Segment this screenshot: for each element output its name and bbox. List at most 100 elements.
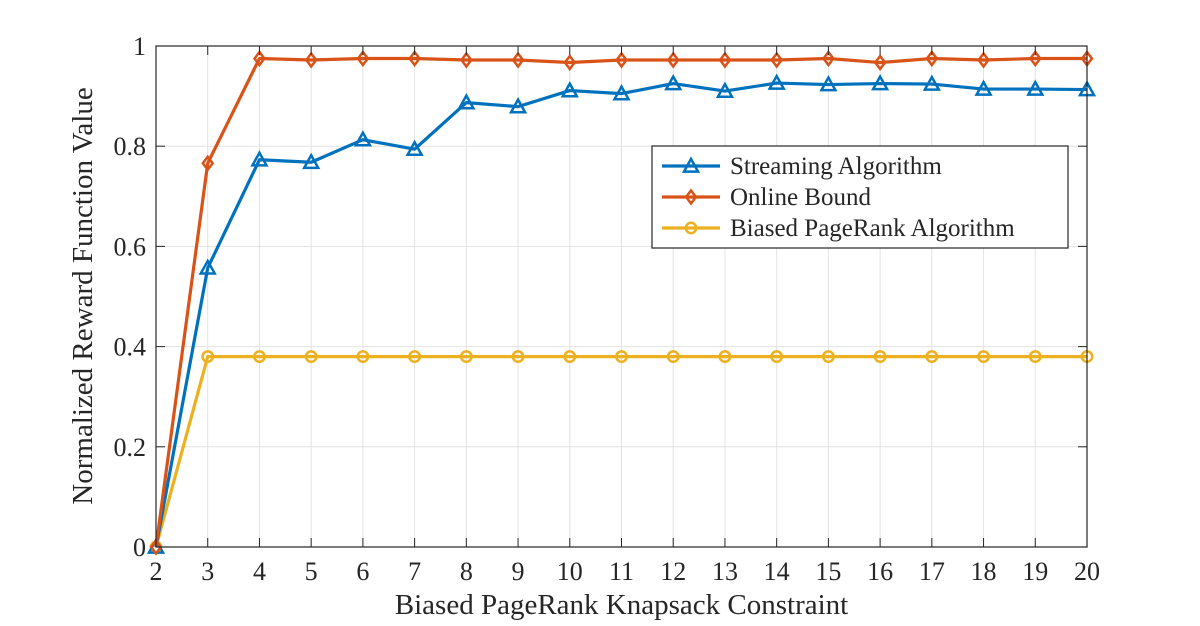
data-point-streaming-algorithm <box>715 81 735 98</box>
data-point-streaming-algorithm <box>819 75 838 92</box>
data-point-online-bound <box>873 53 887 72</box>
data-point-online-bound <box>563 53 577 72</box>
tick-marks <box>155 45 1088 548</box>
series-layer <box>146 49 1097 556</box>
data-point-streaming-algorithm <box>922 74 941 91</box>
legend-marker <box>684 188 698 206</box>
legend-label: Streaming Algorithm <box>730 153 942 180</box>
y-tick-labels: 0 0.2 0.4 0.6 0.8 1 <box>114 32 147 562</box>
x-tick-label: 15 <box>815 557 841 586</box>
x-tick-label: 16 <box>867 557 893 586</box>
data-point-biased-pagerank-algorithm <box>977 350 991 364</box>
x-tick-label: 17 <box>919 557 945 586</box>
data-point-biased-pagerank-algorithm <box>459 350 473 364</box>
data-point-biased-pagerank-algorithm <box>925 350 939 364</box>
data-point-biased-pagerank-algorithm <box>356 350 370 364</box>
data-point-online-bound <box>718 51 732 69</box>
data-point-streaming-algorithm <box>198 258 217 275</box>
series-online-bound <box>149 49 1094 556</box>
x-tick-label: 18 <box>971 557 997 586</box>
data-point-biased-pagerank-algorithm <box>718 350 732 364</box>
x-tick-label: 13 <box>712 557 738 586</box>
data-point-online-bound <box>821 49 835 68</box>
data-point-streaming-algorithm <box>353 130 373 147</box>
data-point-streaming-algorithm <box>457 93 476 110</box>
y-tick-label: 0.4 <box>114 333 147 362</box>
data-point-streaming-algorithm <box>405 139 424 157</box>
data-point-streaming-algorithm <box>767 73 786 90</box>
y-tick-label: 0.8 <box>114 132 147 161</box>
x-tick-label: 8 <box>460 557 473 586</box>
legend-item-biased-pagerank-algorithm: Biased PageRank Algorithm <box>662 215 1015 242</box>
data-point-biased-pagerank-algorithm <box>1028 350 1042 364</box>
data-point-biased-pagerank-algorithm <box>873 350 887 364</box>
data-point-online-bound <box>615 51 628 69</box>
data-point-streaming-algorithm <box>560 81 579 98</box>
data-point-biased-pagerank-algorithm <box>304 350 318 364</box>
x-tick-label: 10 <box>557 557 583 586</box>
x-tick-label: 9 <box>512 557 525 586</box>
series-line-online-bound <box>154 56 1087 548</box>
x-tick-label: 6 <box>356 557 369 586</box>
series-line-biased-pagerank-algorithm <box>154 355 1087 548</box>
data-point-online-bound <box>253 49 266 68</box>
legend-marker <box>684 221 698 235</box>
y-tick-label: 0.2 <box>114 433 147 462</box>
x-tick-label: 19 <box>1022 557 1048 586</box>
data-point-streaming-algorithm <box>664 74 683 91</box>
data-point-online-bound <box>356 49 370 68</box>
y-tick-label: 0.6 <box>114 232 147 261</box>
data-point-biased-pagerank-algorithm <box>666 350 680 364</box>
x-tick-label: 4 <box>253 557 266 586</box>
data-point-biased-pagerank-algorithm <box>201 350 215 364</box>
legend-box <box>651 145 1069 249</box>
data-point-online-bound <box>149 538 163 556</box>
y-axis-title: Normalized Reward Function Value <box>67 87 99 504</box>
data-point-online-bound <box>511 51 525 69</box>
data-point-online-bound <box>666 51 680 69</box>
data-point-online-bound <box>408 49 422 68</box>
data-point-streaming-algorithm <box>302 152 321 170</box>
data-point-streaming-algorithm <box>612 84 631 101</box>
series-biased-pagerank-algorithm <box>149 350 1094 554</box>
y-tick-label: 1 <box>133 32 146 61</box>
x-axis-title: Biased PageRank Knapsack Constraint <box>395 589 848 621</box>
data-point-online-bound <box>770 51 784 69</box>
legend-marker <box>681 156 701 173</box>
data-point-biased-pagerank-algorithm <box>252 350 266 364</box>
data-point-online-bound <box>925 49 939 68</box>
x-tick-label: 11 <box>609 557 634 586</box>
data-point-biased-pagerank-algorithm <box>615 350 628 364</box>
x-tick-label: 3 <box>201 557 214 586</box>
data-point-streaming-algorithm <box>974 79 993 96</box>
data-point-online-bound <box>1028 49 1042 68</box>
legend-item-online-bound: Online Bound <box>662 184 871 211</box>
data-point-biased-pagerank-algorithm <box>821 350 835 364</box>
data-point-streaming-algorithm <box>250 150 269 167</box>
y-tick-label: 0 <box>133 533 146 562</box>
data-point-biased-pagerank-algorithm <box>408 350 422 364</box>
x-tick-labels: 2 3 4 5 6 7 8 9 10 11 12 13 14 15 16 17 18 19 20 <box>150 557 1101 586</box>
data-point-online-bound <box>304 51 318 69</box>
x-tick-label: 7 <box>408 557 421 586</box>
data-point-streaming-algorithm <box>508 97 528 114</box>
legend-label: Online Bound <box>730 184 871 211</box>
data-point-streaming-algorithm <box>870 74 890 91</box>
legend-item-streaming-algorithm: Streaming Algorithm <box>662 153 942 180</box>
data-point-biased-pagerank-algorithm <box>770 350 784 364</box>
data-point-online-bound <box>977 51 990 69</box>
x-tick-label: 12 <box>660 557 686 586</box>
data-point-biased-pagerank-algorithm <box>563 350 577 364</box>
x-tick-label: 2 <box>150 557 163 586</box>
data-point-biased-pagerank-algorithm <box>511 350 525 364</box>
x-tick-label: 20 <box>1074 557 1100 586</box>
x-tick-label: 14 <box>764 557 790 586</box>
series-line-streaming-algorithm <box>154 81 1088 548</box>
data-point-streaming-algorithm <box>1026 79 1045 96</box>
data-point-online-bound <box>201 154 215 172</box>
data-point-online-bound <box>459 51 473 69</box>
legend-label: Biased PageRank Algorithm <box>730 215 1015 242</box>
legend: Streaming Algorithm Online Bound Biased Pa… <box>651 145 1069 249</box>
x-tick-label: 5 <box>305 557 318 586</box>
